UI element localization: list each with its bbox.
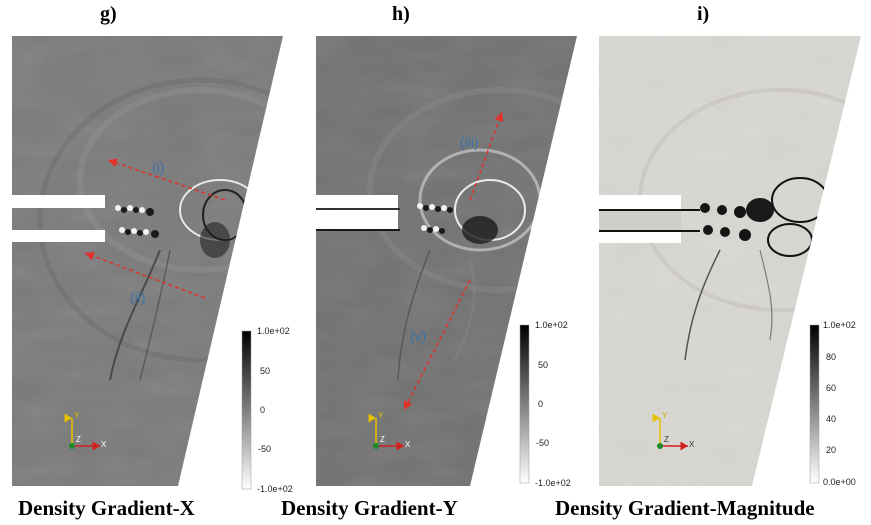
axis-x-label-i: X (689, 440, 695, 449)
cb-g-label-0: 1.0e+02 (257, 326, 290, 336)
nozzle-mid-i (599, 211, 681, 231)
axes-triad-g: Y Z X (64, 411, 107, 451)
field-gx-features (12, 36, 283, 486)
nozzle-lower-g (12, 230, 105, 242)
arrow-iii (469, 111, 504, 201)
axis-x-label-g: X (101, 440, 107, 449)
axes-triad-h: Y Z X (368, 411, 411, 451)
cb-g-label-2: 0 (260, 405, 265, 415)
cb-g-label-4: -1.0e+02 (257, 484, 293, 494)
cb-g-label-3: -50 (258, 444, 271, 454)
cb-i-label-4: 20 (826, 445, 836, 455)
axis-z-label-i: Z (664, 435, 669, 444)
panel-g-field: (i) (ii) Y Z X (12, 36, 283, 486)
caption-h: Density Gradient-Y (281, 496, 458, 520)
cb-h-label-2: 0 (538, 399, 543, 409)
panel-letter-g: g) (100, 3, 117, 25)
colorbar-i: 1.0e+02 80 60 40 20 0.0e+00 (809, 320, 856, 487)
nozzle-upper-g (12, 195, 105, 208)
cb-h-label-0: 1.0e+02 (535, 320, 568, 330)
annotation-v: (v) (410, 328, 426, 344)
cb-i-label-5: 0.0e+00 (823, 477, 856, 487)
annotation-ii: (ii) (130, 289, 146, 305)
axis-y-label-i: Y (662, 411, 668, 420)
panel-letter-h: h) (392, 3, 410, 25)
colorbar-g: 1.0e+02 50 0 -50 -1.0e+02 (241, 326, 293, 494)
axis-z-label-h: Z (380, 435, 385, 444)
cb-g-label-1: 50 (260, 366, 270, 376)
caption-g: Density Gradient-X (18, 496, 195, 520)
colorbar-h: 1.0e+02 50 0 -50 -1.0e+02 (519, 320, 571, 488)
caption-i: Density Gradient-Magnitude (555, 496, 815, 520)
nozzle-upper-i (599, 195, 681, 209)
axis-x-label-h: X (405, 440, 411, 449)
annotation-iii: (iii) (460, 134, 479, 150)
annotation-i: (i) (152, 159, 164, 175)
cb-i-label-0: 1.0e+02 (823, 320, 856, 330)
cb-i-label-1: 80 (826, 352, 836, 362)
cb-i-label-2: 60 (826, 383, 836, 393)
axis-y-label-g: Y (74, 411, 80, 420)
axes-triad-i: Y Z X (652, 411, 695, 451)
panel-letter-i: i) (697, 3, 710, 25)
nozzle-lower-i (599, 231, 681, 243)
arrow-ii (84, 251, 206, 299)
cb-h-label-3: -50 (536, 438, 549, 448)
cb-i-label-3: 40 (826, 414, 836, 424)
cb-h-label-4: -1.0e+02 (535, 478, 571, 488)
axis-y-label-h: Y (378, 411, 384, 420)
cb-h-label-1: 50 (538, 360, 548, 370)
axis-z-label-g: Z (76, 435, 81, 444)
nozzle-mid-h (316, 210, 398, 230)
arrow-v (403, 279, 471, 411)
field-gy-features (316, 36, 577, 486)
nozzle-upper-h (316, 195, 398, 208)
panel-h-field: (iii) (v) Y Z X (316, 36, 577, 486)
